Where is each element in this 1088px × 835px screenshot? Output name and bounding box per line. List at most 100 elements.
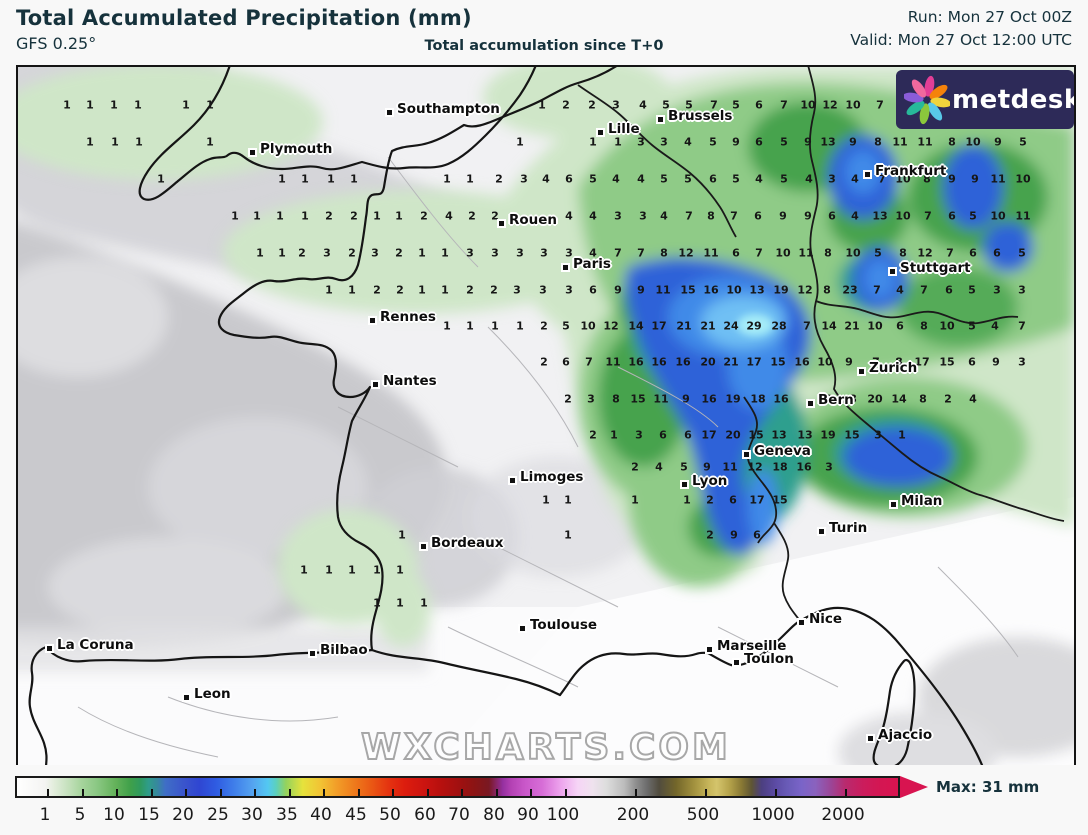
precip-value: 10	[775, 246, 791, 260]
precip-value: 5	[680, 460, 688, 474]
precip-value: 4	[805, 172, 813, 186]
precip-value: 10	[895, 209, 911, 223]
precip-value: 3	[540, 246, 548, 260]
city-name: Bilbao	[320, 642, 368, 658]
city-name: Nantes	[383, 373, 437, 389]
city-marker	[707, 647, 712, 652]
metdesk-flower-icon	[904, 75, 950, 124]
precip-value: 6	[754, 209, 762, 223]
precip-value: 20	[725, 428, 741, 442]
precip-value: 15	[680, 283, 696, 297]
precip-value: 6	[732, 246, 740, 260]
precip-value: 1	[325, 283, 333, 297]
precip-value: 5	[780, 172, 788, 186]
run-label: Run: Mon 27 Oct 00Z	[907, 8, 1072, 26]
colorbar-label: 40	[310, 805, 332, 825]
precip-value: 1	[300, 563, 308, 577]
precip-value: 1	[301, 172, 309, 186]
precip-value: 1	[491, 319, 499, 333]
colorbar-tick	[47, 789, 49, 796]
precip-value: 1	[373, 209, 381, 223]
precip-value: 1	[564, 528, 572, 542]
precip-value: 8	[824, 246, 832, 260]
precip-value: 2	[491, 209, 499, 223]
precip-value: 1	[631, 493, 639, 507]
precip-value: 1	[564, 493, 572, 507]
precip-value: 7	[710, 98, 718, 112]
map-base-art	[18, 67, 1074, 765]
precip-value: 13	[771, 428, 787, 442]
precip-value: 4	[612, 172, 620, 186]
colorbar-tick	[392, 789, 394, 796]
precip-value: 7	[873, 283, 881, 297]
precip-value: 3	[565, 246, 573, 260]
precip-value: 5	[969, 209, 977, 223]
precip-value: 2	[396, 283, 404, 297]
city-name: Brussels	[668, 108, 733, 124]
model-label: GFS 0.25°	[16, 34, 97, 53]
precip-value: 20	[700, 355, 716, 369]
precip-value: 1	[182, 98, 190, 112]
precip-value: 10	[867, 319, 883, 333]
colorbar-label: 1	[39, 805, 51, 825]
city-name: Marseille	[717, 638, 787, 654]
city-name: Lyon	[692, 473, 728, 489]
header: Total Accumulated Precipitation (mm) GFS…	[0, 0, 1088, 65]
precip-value: 2	[298, 246, 306, 260]
flower-petal	[930, 97, 950, 107]
precip-value: 7	[878, 172, 886, 186]
precip-value: 23	[842, 283, 858, 297]
city-marker	[47, 646, 52, 651]
precip-value: 8	[895, 355, 903, 369]
precip-value: 1	[256, 246, 264, 260]
precip-value: 5	[1019, 135, 1027, 149]
precip-value: 3	[539, 283, 547, 297]
city-marker	[563, 265, 568, 270]
precip-value: 8	[874, 135, 882, 149]
precip-value: 9	[732, 135, 740, 149]
city-marker	[310, 651, 315, 656]
precip-value: 3	[516, 246, 524, 260]
colorbar-label: 60	[414, 805, 436, 825]
city-name: Limoges	[520, 469, 584, 485]
colorbar-tick	[565, 789, 567, 796]
precip-value: 1	[63, 98, 71, 112]
flower-petal	[927, 101, 943, 120]
city-marker	[799, 620, 804, 625]
precip-value: 1	[398, 528, 406, 542]
precip-value: 4	[565, 209, 573, 223]
precip-value: 2	[325, 209, 333, 223]
precip-value: 17	[746, 355, 762, 369]
precip-value: 2	[466, 283, 474, 297]
precip-value: 1	[86, 135, 94, 149]
precip-value: 8	[919, 392, 927, 406]
precip-value: 1	[466, 319, 474, 333]
city-name: Stuttgart	[900, 260, 971, 276]
precip-value: 8	[849, 392, 857, 406]
precip-value: 11	[655, 283, 671, 297]
precip-value: 1	[418, 246, 426, 260]
city-name: Rennes	[380, 309, 436, 325]
colorbar-tick	[254, 789, 256, 796]
precip-value: 8	[923, 172, 931, 186]
precip-value: 16	[701, 392, 717, 406]
precip-value: 1	[898, 428, 906, 442]
colorbar-tick	[323, 789, 325, 796]
precip-value: 9	[703, 460, 711, 474]
city-name: Geneva	[754, 443, 811, 459]
metdesk-wordmark: metdesk	[952, 84, 1076, 115]
precip-value: 1	[86, 98, 94, 112]
precip-value: 4	[851, 172, 859, 186]
precip-value: 2	[495, 172, 503, 186]
precip-value: 3	[1018, 283, 1026, 297]
precip-value: 28	[771, 319, 787, 333]
precip-value: 6	[824, 392, 832, 406]
precip-value: 19	[773, 283, 789, 297]
city-name: Bern	[818, 392, 854, 408]
country-borders	[577, 67, 1065, 622]
precip-value: 5	[968, 283, 976, 297]
precip-value: 7	[924, 209, 932, 223]
colorbar-label: 15	[138, 805, 160, 825]
precip-value: 6	[993, 246, 1001, 260]
precip-value: 5	[732, 172, 740, 186]
